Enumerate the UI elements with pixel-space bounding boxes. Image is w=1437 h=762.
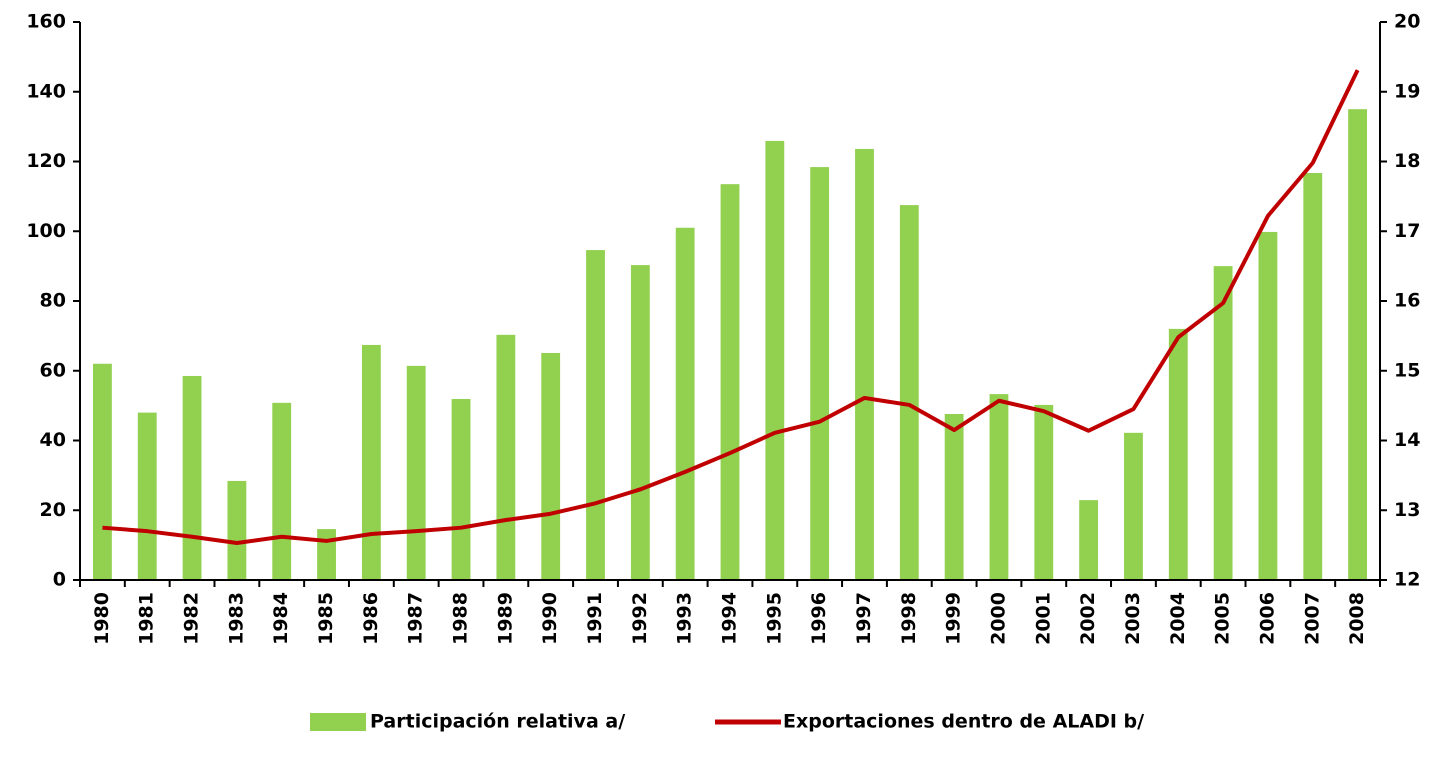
x-tick-label: 1986: [360, 592, 382, 645]
x-tick-label: 2004: [1167, 592, 1189, 645]
x-tick-label: 2002: [1077, 592, 1099, 645]
line: [102, 69, 1360, 546]
y-tick-label: 20: [40, 499, 66, 521]
x-tick-label: 2005: [1212, 592, 1234, 645]
bar: [675, 227, 695, 580]
bar: [630, 265, 650, 580]
y-tick-label: 0: [53, 569, 66, 591]
y-tick-label: 160: [26, 11, 66, 33]
y2-tick-label: 19: [1394, 80, 1420, 102]
y-tick-label: 140: [26, 80, 66, 102]
y2-tick-label: 17: [1394, 220, 1420, 242]
bar: [720, 184, 740, 580]
bar: [1168, 328, 1188, 580]
bar: [406, 365, 426, 580]
x-tick-label: 1981: [136, 592, 158, 645]
bar: [93, 363, 112, 580]
x-tick-label: 1987: [405, 592, 427, 645]
bar: [989, 394, 1009, 580]
y2-tick-label: 12: [1394, 569, 1420, 591]
y2-tick-label: 15: [1394, 359, 1420, 381]
x-tick-label: 2007: [1301, 592, 1323, 645]
bar: [272, 402, 292, 580]
x-tick-label: 1999: [943, 592, 965, 645]
bar: [1348, 109, 1367, 580]
legend-label: Exportaciones dentro de ALADI b/: [783, 711, 1144, 733]
bar: [765, 140, 785, 580]
bar: [1213, 266, 1233, 580]
x-tick-label: 2001: [1032, 592, 1054, 645]
bar: [899, 205, 919, 580]
x-tick-label: 1991: [584, 592, 606, 645]
x-tick-label: 1998: [898, 592, 920, 645]
bar: [1258, 231, 1278, 580]
x-tick-label: 1992: [629, 592, 651, 645]
x-tick-label: 1983: [225, 592, 247, 645]
bar: [1034, 404, 1054, 580]
bar: [227, 480, 247, 580]
bar: [944, 413, 964, 580]
bar: [496, 334, 516, 580]
x-tick-label: 1989: [494, 592, 516, 645]
bar: [182, 375, 202, 580]
y-tick-label: 80: [40, 290, 66, 312]
bar: [855, 148, 874, 580]
x-tick-label: 1993: [674, 592, 696, 645]
x-tick-label: 2000: [987, 592, 1009, 645]
bar: [361, 344, 381, 580]
x-tick-label: 1985: [315, 592, 337, 645]
x-tick-label: 1980: [91, 592, 113, 645]
y-tick-label: 40: [40, 429, 66, 451]
bar: [1079, 500, 1099, 580]
bar: [451, 398, 471, 580]
bar: [317, 529, 336, 580]
y-tick-label: 120: [26, 150, 66, 172]
legend-swatch: [310, 713, 366, 731]
bar: [586, 250, 605, 580]
legend-label: Participación relativa a/: [370, 711, 625, 733]
x-tick-label: 2003: [1122, 592, 1144, 645]
x-tick-label: 1988: [450, 592, 472, 645]
bar: [810, 167, 830, 580]
bar: [1124, 432, 1143, 580]
x-tick-label: 1996: [808, 592, 830, 645]
x-tick-label: 1984: [270, 592, 292, 645]
bar: [137, 412, 157, 580]
x-tick-label: 1990: [539, 592, 561, 645]
y-tick-label: 60: [40, 359, 66, 381]
x-tick-label: 1994: [719, 592, 741, 645]
bar: [1303, 173, 1323, 581]
y2-tick-label: 14: [1394, 429, 1420, 451]
y2-tick-label: 13: [1394, 499, 1420, 521]
y2-tick-label: 16: [1394, 290, 1420, 312]
y-tick-label: 100: [26, 220, 66, 242]
x-tick-label: 2006: [1256, 592, 1278, 645]
x-tick-label: 1997: [853, 592, 875, 645]
x-tick-label: 2008: [1346, 592, 1368, 645]
x-tick-label: 1982: [181, 592, 203, 645]
x-tick-label: 1995: [763, 592, 785, 645]
bar: [541, 352, 561, 580]
y2-tick-label: 18: [1394, 150, 1420, 172]
y2-tick-label: 20: [1394, 11, 1420, 33]
